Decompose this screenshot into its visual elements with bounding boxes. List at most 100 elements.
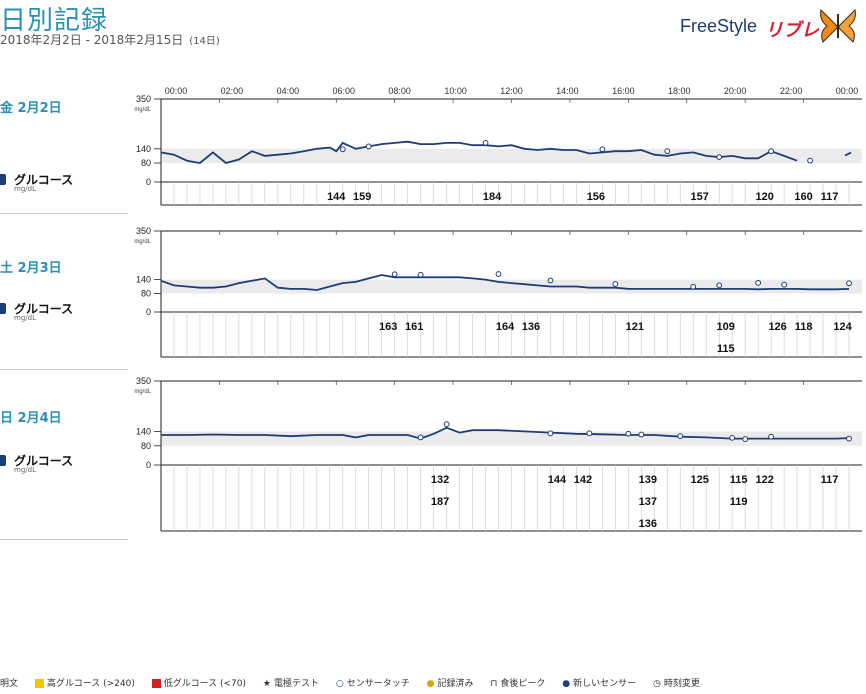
glucose-unit: mg/dL <box>14 466 36 474</box>
sensor-touch-marker <box>742 436 749 442</box>
reading-value: 163 <box>379 321 397 333</box>
reading-value: 161 <box>405 321 423 333</box>
target-range-band <box>161 279 862 294</box>
sensor-touch-marker <box>716 282 723 289</box>
time-label: 04:00 <box>277 86 300 96</box>
y-tick-label: 0 <box>146 460 151 470</box>
butterfly-icon <box>820 8 856 43</box>
reading-value: 156 <box>587 191 605 203</box>
glucose-trace <box>160 274 850 291</box>
time-label: 00:00 <box>836 86 859 96</box>
y-tick-label: 0 <box>146 177 151 187</box>
reading-value: 117 <box>821 474 839 486</box>
glucose-label: グルコース <box>14 302 74 316</box>
divider <box>0 213 128 214</box>
reading-value: 136 <box>639 518 657 530</box>
time-label: 02:00 <box>221 86 244 96</box>
legend-new-sensor-label: 新しいセンサー <box>573 679 637 689</box>
note-icon: ● <box>426 679 435 689</box>
sensor-touch-marker <box>729 434 736 441</box>
sensor-touch-marker <box>547 277 554 284</box>
reading-value: 136 <box>522 321 540 333</box>
time-label: 18:00 <box>668 86 691 96</box>
sensor-touch-marker <box>417 434 424 441</box>
time-label: 08:00 <box>388 86 411 96</box>
legend-meal-peak-label: 食後ピーク <box>500 679 546 689</box>
sensor-touch-marker <box>625 430 632 437</box>
divider <box>0 539 128 540</box>
glucose-label: グルコース <box>14 454 74 468</box>
time-label: 10:00 <box>444 86 467 96</box>
days-count: (14日) <box>189 36 220 47</box>
reading-value: 159 <box>353 191 371 203</box>
sensor-touch-marker <box>482 139 489 146</box>
legend-recorded-label: 記録済み <box>437 679 474 689</box>
glucose-trace <box>161 426 850 440</box>
glucose-icon <box>0 455 6 466</box>
reading-value: 118 <box>795 321 813 333</box>
glucose-trace-end <box>844 151 852 157</box>
legend-low-label: 低グルコース (<70) <box>163 679 246 689</box>
legend-meal-peak: ⊓ 食後ピーク <box>490 676 545 689</box>
y-tick-label: 140 <box>136 426 151 436</box>
sensor-touch-marker <box>677 433 684 440</box>
sensor-touch-marker <box>417 271 424 278</box>
legend-footer: 明文 高グルコース (>240) 低グルコース (<70) ★ 電極テスト ○ セン… <box>0 676 714 689</box>
low-swatch <box>151 679 161 688</box>
legend-high-label: 高グルコース (>240) <box>46 679 135 689</box>
legend-sensor-touch-label: センサータッチ <box>346 679 410 689</box>
legend-recorded: ● 記録済み <box>427 676 474 689</box>
time-label: 00:00 <box>165 86 188 96</box>
reading-value: 160 <box>794 191 812 203</box>
time-label: 14:00 <box>556 86 579 96</box>
glucose-unit: mg/dL <box>14 185 36 193</box>
sensor-touch-marker <box>768 433 775 440</box>
y-tick-label: 140 <box>136 144 151 154</box>
reading-value: 125 <box>691 474 709 486</box>
star-icon: ★ <box>262 679 271 689</box>
clock-icon: ◷ <box>653 679 661 689</box>
reading-value: 115 <box>730 474 748 486</box>
circle-icon: ○ <box>335 679 344 689</box>
reading-value: 144 <box>327 191 346 203</box>
sensor-touch-marker <box>365 143 372 150</box>
time-label: 16:00 <box>612 86 635 96</box>
divider <box>0 369 128 370</box>
sensor-touch-marker <box>781 281 788 288</box>
time-label: 12:00 <box>500 86 523 96</box>
sensor-touch-marker <box>586 430 593 437</box>
legend-low: 低グルコース (<70) <box>151 676 246 689</box>
reading-value: 139 <box>639 474 657 486</box>
sensor-touch-marker <box>638 431 645 438</box>
reading-value: 142 <box>574 474 592 486</box>
legend-sensor-touch: ○ センサータッチ <box>336 676 410 689</box>
logo-text: FreeStyle <box>680 16 758 36</box>
sensor-touch-marker <box>690 283 697 290</box>
dot-icon: ● <box>562 679 571 689</box>
reading-value: 144 <box>548 474 567 486</box>
y-tick-label: 140 <box>136 275 151 285</box>
y-tick-label: 350 <box>136 94 151 104</box>
sensor-touch-marker <box>807 157 813 164</box>
glucose-trace <box>160 140 798 164</box>
y-unit-label: mg/dL <box>134 239 151 245</box>
y-tick-label: 350 <box>136 226 151 236</box>
glucose-icon <box>0 303 6 314</box>
legend-bg-test: ★ 電極テスト <box>263 676 319 689</box>
date-range-text: 2018年2月2日 - 2018年2月15日 <box>0 33 184 47</box>
glucose-unit: mg/dL <box>14 314 36 322</box>
sensor-touch-marker <box>391 271 398 278</box>
sensor-touch-marker <box>547 430 554 437</box>
reading-value: 137 <box>639 496 657 508</box>
legend-bg-test-label: 電極テスト <box>273 679 319 689</box>
y-tick-label: 0 <box>146 307 151 317</box>
time-label: 20:00 <box>724 86 747 96</box>
time-label: 22:00 <box>780 86 803 96</box>
legend-time-change-label: 時刻変更 <box>663 679 700 689</box>
reading-value: 187 <box>431 496 449 508</box>
reading-value: 184 <box>483 191 502 203</box>
sensor-touch-marker <box>612 281 619 287</box>
day-label: 金 2月2日 <box>0 101 62 116</box>
reading-value: 126 <box>768 321 786 333</box>
high-swatch <box>34 679 44 688</box>
